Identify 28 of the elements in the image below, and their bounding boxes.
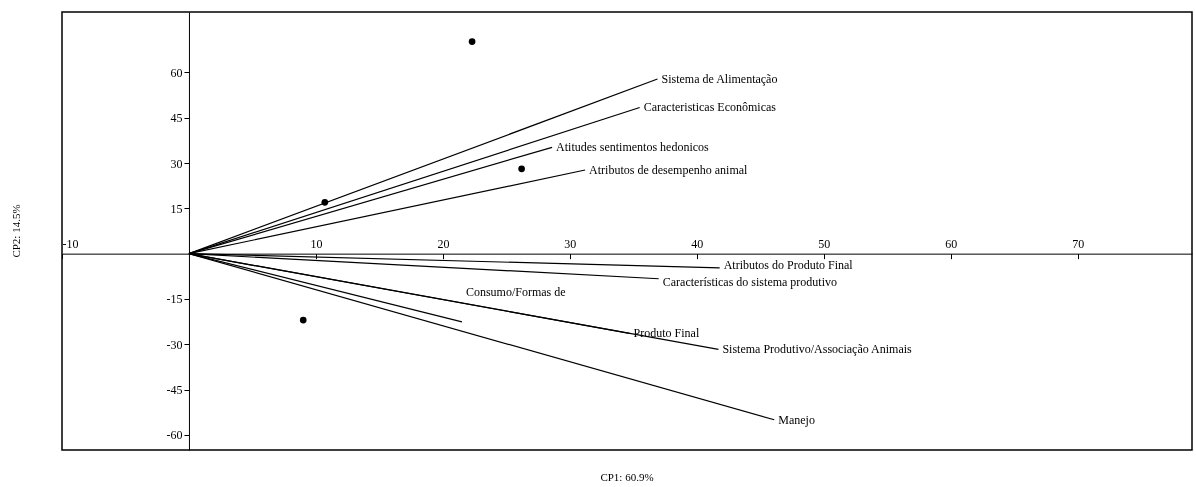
y-tick-label: 60 [170,65,183,80]
x-tick-label: 10 [310,237,323,252]
x-tick-label: 60 [945,237,958,252]
series-label: Sistema Produtivo/Associação Animais [722,342,913,357]
series-label: Atributos do Produto Final [723,257,854,272]
y-tick-label: -15 [166,292,183,307]
x-tick-label: 30 [564,237,577,252]
series-label: Consumo/Formas de [465,284,566,299]
y-tick-label: -30 [166,337,183,352]
x-tick-label: 70 [1072,237,1085,252]
series-label: Atributos de desempenho animal [589,162,749,177]
y-tick-label: 30 [170,156,183,171]
y-tick-label: -45 [166,383,183,398]
y-axis-title: CP2: 14.5% [10,204,22,258]
x-tick-label: -10 [62,237,79,252]
y-tick-label: 45 [170,111,183,126]
x-tick-label: 20 [437,237,450,252]
series-label: Sistema de Alimentação [661,72,778,87]
series-label: Manejo [778,412,815,427]
y-tick-label: -60 [166,428,183,443]
x-axis-title: CP1: 60.9% [600,471,654,483]
x-tick-label: 50 [818,237,831,252]
x-tick-label: 40 [691,237,704,252]
series-label: Características do sistema produtivo [662,274,838,289]
y-tick-label: 15 [170,201,183,216]
series-label: Caracteristicas Econômicas [643,100,777,115]
series-label: Atitudes sentimentos hedonicos [556,140,710,155]
series-label: Produto Final [633,326,700,341]
